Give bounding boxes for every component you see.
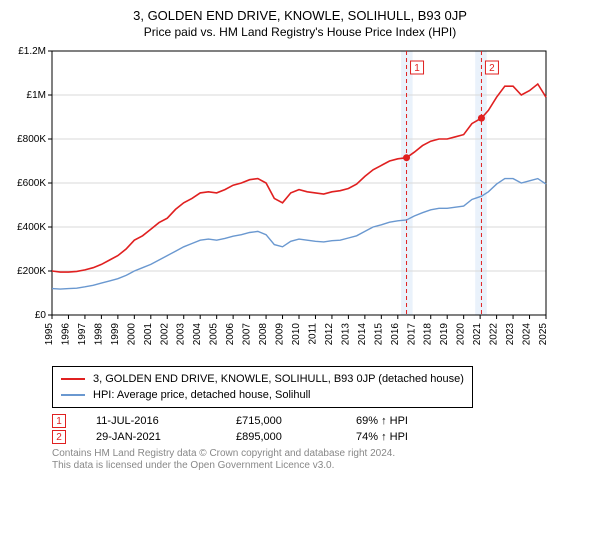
svg-text:2020: 2020 <box>456 323 467 346</box>
svg-text:2019: 2019 <box>439 323 450 346</box>
line-chart: £0 £200K £400K £600K £800K £1M £1.2M 1995 1996 19… <box>12 45 552 355</box>
svg-text:2003: 2003 <box>176 323 187 346</box>
svg-text:2000: 2000 <box>126 323 137 346</box>
sale-marker-icon: 1 <box>52 414 66 428</box>
sale-date: 11-JUL-2016 <box>96 415 236 427</box>
svg-text:2011: 2011 <box>307 323 318 345</box>
chart-subtitle: Price paid vs. HM Land Registry's House … <box>12 25 588 39</box>
svg-text:1996: 1996 <box>60 323 71 346</box>
legend-item: 3, GOLDEN END DRIVE, KNOWLE, SOLIHULL, B… <box>61 371 464 387</box>
sale-hpi: 69% ↑ HPI <box>356 415 408 427</box>
svg-text:2007: 2007 <box>242 323 253 346</box>
svg-text:2018: 2018 <box>423 323 434 346</box>
svg-text:£600K: £600K <box>17 178 46 189</box>
svg-text:2014: 2014 <box>357 323 368 346</box>
svg-text:2024: 2024 <box>522 323 533 346</box>
svg-text:2004: 2004 <box>192 323 203 346</box>
sale-row: 2 29-JAN-2021 £895,000 74% ↑ HPI <box>52 430 588 444</box>
svg-text:2009: 2009 <box>275 323 286 346</box>
legend-label: HPI: Average price, detached house, Soli… <box>93 387 311 403</box>
svg-text:2002: 2002 <box>159 323 170 346</box>
footer-attribution: Contains HM Land Registry data © Crown c… <box>52 448 588 472</box>
svg-text:2013: 2013 <box>340 323 351 346</box>
svg-text:£0: £0 <box>35 310 47 321</box>
sale-row: 1 11-JUL-2016 £715,000 69% ↑ HPI <box>52 414 588 428</box>
svg-text:1: 1 <box>414 63 420 74</box>
legend: 3, GOLDEN END DRIVE, KNOWLE, SOLIHULL, B… <box>52 366 473 408</box>
svg-text:£1M: £1M <box>27 90 46 101</box>
svg-text:2021: 2021 <box>472 323 483 346</box>
chart-title: 3, GOLDEN END DRIVE, KNOWLE, SOLIHULL, B… <box>12 8 588 23</box>
svg-text:1998: 1998 <box>93 323 104 346</box>
svg-text:2001: 2001 <box>143 323 154 346</box>
sale-marker-icon: 2 <box>52 430 66 444</box>
svg-text:2016: 2016 <box>390 323 401 346</box>
sale-hpi: 74% ↑ HPI <box>356 431 408 443</box>
svg-text:2023: 2023 <box>505 323 516 346</box>
svg-text:2006: 2006 <box>225 323 236 346</box>
sale-price: £895,000 <box>236 431 356 443</box>
svg-text:2005: 2005 <box>209 323 220 346</box>
legend-swatch <box>61 394 85 396</box>
legend-swatch <box>61 378 85 380</box>
svg-text:2008: 2008 <box>258 323 269 346</box>
svg-text:2017: 2017 <box>406 323 417 346</box>
svg-text:1997: 1997 <box>77 323 88 346</box>
svg-text:£400K: £400K <box>17 222 46 233</box>
svg-text:1999: 1999 <box>110 323 121 346</box>
svg-text:2022: 2022 <box>489 323 500 346</box>
svg-text:£1.2M: £1.2M <box>18 46 46 57</box>
svg-text:2025: 2025 <box>538 323 549 346</box>
svg-text:2012: 2012 <box>324 323 335 346</box>
svg-text:£800K: £800K <box>17 134 46 145</box>
sale-price: £715,000 <box>236 415 356 427</box>
legend-label: 3, GOLDEN END DRIVE, KNOWLE, SOLIHULL, B… <box>93 371 464 387</box>
svg-text:2010: 2010 <box>291 323 302 346</box>
svg-text:1995: 1995 <box>44 323 55 346</box>
chart-area: £0 £200K £400K £600K £800K £1M £1.2M 1995 1996 19… <box>12 45 588 360</box>
legend-item: HPI: Average price, detached house, Soli… <box>61 387 464 403</box>
svg-text:2015: 2015 <box>373 323 384 346</box>
sale-date: 29-JAN-2021 <box>96 431 236 443</box>
svg-text:2: 2 <box>489 63 495 74</box>
svg-text:£200K: £200K <box>17 266 46 277</box>
